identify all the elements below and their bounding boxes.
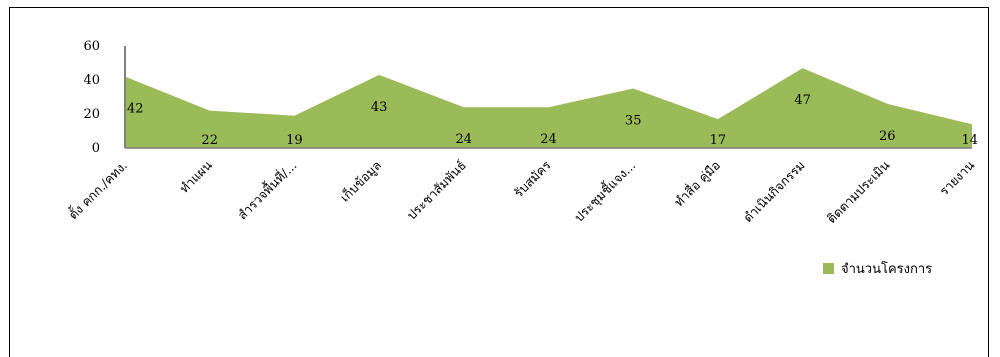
series-area [125, 68, 972, 148]
x-category-label: ทำสื่อ คู่มือ [670, 157, 723, 210]
data-label: 35 [625, 114, 642, 129]
data-label: 42 [127, 102, 144, 117]
data-label: 22 [201, 133, 218, 148]
data-label: 24 [456, 132, 473, 147]
data-label: 19 [286, 133, 303, 148]
data-label: 43 [371, 100, 388, 115]
x-category-label: สำรวจพื้นที่/... [233, 156, 299, 222]
x-category-label: ติดตามประเมิน [824, 157, 893, 226]
data-label: 24 [540, 132, 557, 147]
data-label: 47 [794, 93, 811, 108]
legend: จำนวนโครงการ [823, 261, 932, 277]
data-label: 14 [961, 133, 978, 148]
chart-frame [9, 7, 989, 357]
x-category-label: รับสมัคร [511, 157, 554, 200]
data-labels: 42 22 19 43 24 24 35 17 47 26 14 [127, 93, 978, 148]
y-tick-label: 40 [83, 73, 100, 88]
x-category-label: รายงาน [936, 157, 977, 198]
legend-swatch [823, 263, 834, 274]
x-category-label: ตั้ง คกก./คทง. [64, 156, 130, 222]
data-label: 17 [710, 133, 727, 148]
x-category-label: ทำแผน [177, 157, 216, 196]
y-tick-label: 0 [92, 141, 100, 156]
category-labels: ตั้ง คกก./คทง. ทำแผน สำรวจพื้นที่/... เก็บข… [64, 156, 977, 226]
legend-label: จำนวนโครงการ [841, 261, 932, 277]
x-category-label: ประชุมชี้แจง... [570, 156, 639, 225]
x-category-label: ประชาสัมพันธ์ [404, 158, 469, 223]
x-category-label: ดำเนินกิจกรรม [740, 158, 808, 226]
x-category-label: เก็บข้อมูล [337, 158, 385, 206]
y-tick-label: 60 [83, 39, 100, 54]
y-tick-label: 20 [83, 107, 100, 122]
y-axis-ticks: 0 20 40 60 [83, 39, 100, 156]
data-label: 26 [879, 129, 896, 144]
